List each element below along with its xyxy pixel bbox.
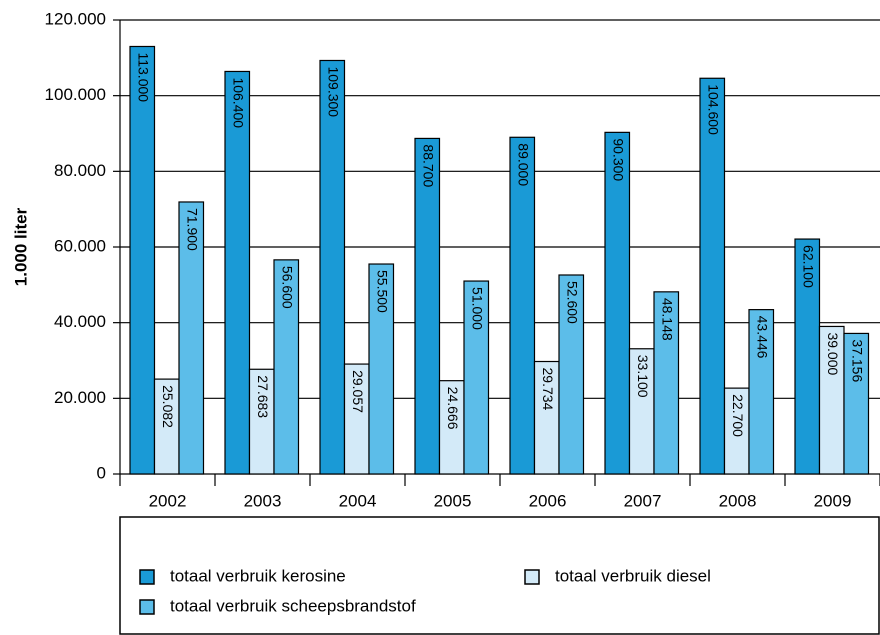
y-tick-label: 100.000 <box>45 85 106 104</box>
legend-label: totaal verbruik diesel <box>555 566 711 585</box>
data-label: 22.700 <box>730 394 746 437</box>
data-label: 62.100 <box>801 245 817 288</box>
data-label: 89.000 <box>516 143 532 186</box>
bar <box>319 59 346 475</box>
bar <box>463 280 490 475</box>
legend-box <box>119 516 880 635</box>
x-tick-label: 2007 <box>624 491 662 510</box>
bar <box>748 309 775 475</box>
data-label: 104.600 <box>706 84 722 135</box>
bar <box>843 332 870 475</box>
data-label: 51.000 <box>470 287 486 330</box>
x-tick-label: 2009 <box>814 491 852 510</box>
bar <box>653 291 680 475</box>
legend-swatch <box>139 599 155 615</box>
legend-swatch <box>524 569 540 585</box>
bar <box>178 201 205 475</box>
data-label: 106.400 <box>231 77 247 128</box>
y-axis-label: 1.000 liter <box>11 207 30 286</box>
data-label: 37.156 <box>850 339 866 382</box>
x-tick-label: 2002 <box>149 491 187 510</box>
data-label: 71.900 <box>185 208 201 251</box>
bar <box>153 378 180 475</box>
bar <box>368 263 395 475</box>
data-label: 88.700 <box>421 144 437 187</box>
bar <box>273 259 300 475</box>
bar <box>604 131 631 475</box>
data-label: 109.300 <box>326 66 342 117</box>
data-label: 43.446 <box>755 316 771 359</box>
bar <box>533 360 560 475</box>
data-label: 29.734 <box>540 368 556 411</box>
y-tick-label: 120.000 <box>45 9 106 28</box>
bar <box>509 136 536 475</box>
y-tick-label: 60.000 <box>54 236 106 255</box>
legend-label: totaal verbruik scheepsbrandstof <box>170 596 416 615</box>
data-label: 25.082 <box>160 385 176 428</box>
x-tick-label: 2008 <box>719 491 757 510</box>
bar <box>248 368 275 475</box>
bar <box>414 137 441 475</box>
data-label: 52.600 <box>565 281 581 324</box>
y-tick-label: 80.000 <box>54 161 106 180</box>
data-label: 29.057 <box>350 370 366 413</box>
bar <box>343 363 370 475</box>
y-tick-label: 40.000 <box>54 312 106 331</box>
data-label: 24.666 <box>445 387 461 430</box>
x-tick-label: 2003 <box>244 491 282 510</box>
data-label: 48.148 <box>660 298 676 341</box>
data-label: 55.500 <box>375 270 391 313</box>
data-label: 27.683 <box>255 375 271 418</box>
x-tick-label: 2006 <box>529 491 567 510</box>
legend-swatch <box>139 569 155 585</box>
bar <box>224 70 251 475</box>
data-label: 39.000 <box>825 332 841 375</box>
bar <box>699 77 726 475</box>
data-label: 90.300 <box>611 138 627 181</box>
y-tick-label: 0 <box>97 463 106 482</box>
bar <box>558 274 585 475</box>
x-tick-label: 2005 <box>434 491 472 510</box>
bar <box>438 380 465 475</box>
x-tick-label: 2004 <box>339 491 377 510</box>
bar <box>129 45 156 475</box>
y-tick-label: 20.000 <box>54 388 106 407</box>
data-label: 113.000 <box>136 52 152 102</box>
data-label: 33.100 <box>635 355 651 398</box>
bar <box>723 387 750 475</box>
data-label: 56.600 <box>280 266 296 309</box>
legend-label: totaal verbruik kerosine <box>170 566 346 585</box>
